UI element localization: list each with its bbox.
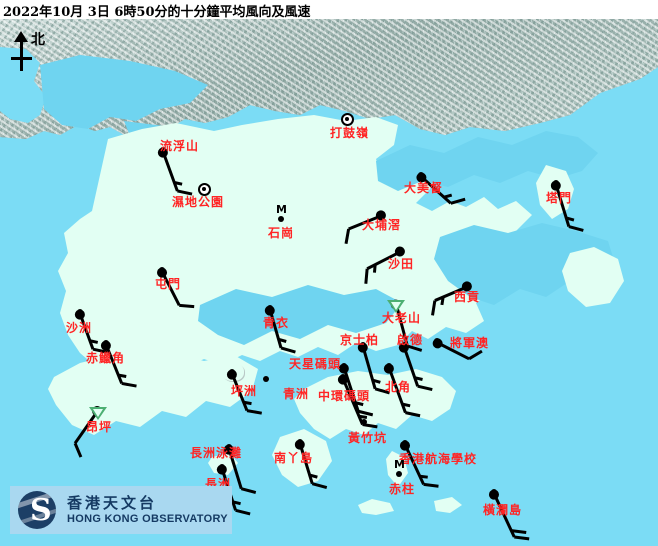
logo-s-glyph: S — [30, 493, 52, 528]
station-dot-icon — [77, 309, 83, 315]
hko-swirl-logo-icon: S — [15, 490, 61, 530]
station-dot-icon — [386, 363, 392, 369]
station-dot-icon — [297, 439, 303, 445]
station-label-tai-mei-tuk: 大美督 — [404, 181, 444, 195]
mainland-china-terrain — [0, 19, 658, 139]
station-label-ngong-ping: 昂坪 — [86, 420, 113, 434]
station-dot-icon — [267, 305, 273, 311]
logo-chinese-name: 香港天文台 — [67, 493, 158, 512]
north-arrow-shaft — [20, 37, 23, 71]
logo-circle: S — [18, 491, 56, 529]
station-dot-icon — [278, 216, 284, 222]
station-label-wetland-park: 濕地公園 — [172, 195, 225, 209]
station-label-lamma-island: 南丫島 — [274, 451, 314, 465]
station-label-tuen-mun: 屯門 — [155, 277, 182, 291]
logo-text: 香港天文台 HONG KONG OBSERVATORY — [67, 493, 228, 526]
station-dot-icon — [341, 363, 347, 369]
barb-full-flag — [514, 535, 530, 541]
barb-full-flag — [246, 409, 263, 415]
map-canvas[interactable]: 北 流浮山濕地公園 打鼓嶺 M 石崗屯門 大美督塔門大埔滘沙田西貢大老山沙洲赤鱲角 青衣京… — [0, 19, 658, 546]
station-dot-icon — [159, 267, 165, 273]
station-bullseye-icon — [197, 182, 211, 196]
station-label-sha-tin: 沙田 — [388, 257, 415, 271]
station-missing-marker: M — [394, 458, 405, 471]
north-arrow: 北 — [6, 29, 52, 73]
barb-full-flag — [311, 482, 328, 489]
station-dot-icon — [396, 471, 402, 477]
barb-full-flag — [423, 482, 439, 488]
station-dot-icon — [434, 338, 440, 344]
station-label-green-island: 青洲 — [283, 387, 310, 401]
station-label-tai-po-kau: 大埔滘 — [362, 218, 402, 232]
hko-logo: S 香港天文台 HONG KONG OBSERVATORY — [10, 486, 232, 534]
station-dot-icon — [553, 180, 559, 186]
station-label-kai-tak: 啟德 — [397, 333, 424, 347]
logo-english-name: HONG KONG OBSERVATORY — [67, 512, 228, 525]
station-label-waglan-island: 橫瀾島 — [483, 503, 523, 517]
station-label-chek-lap-kok: 赤鱲角 — [86, 351, 126, 365]
station-dot-icon — [229, 369, 235, 375]
station-dot-icon — [402, 440, 408, 446]
station-dot-icon — [418, 172, 424, 178]
station-label-tap-mun: 塔門 — [546, 191, 573, 205]
station-dot-icon — [103, 340, 109, 346]
station-label-tai-mo-shan-north: 打鼓嶺 — [330, 126, 370, 140]
station-label-sha-chau: 沙洲 — [66, 321, 93, 335]
po-toi-island — [434, 497, 462, 513]
station-dot-icon — [361, 419, 367, 425]
station-label-stanley: 赤柱 — [389, 482, 416, 496]
barb-full-flag — [450, 197, 466, 205]
station-dot-icon — [226, 444, 232, 450]
station-label-cheung-chau-beach: 長洲泳灘 — [190, 446, 243, 460]
station-missing-marker: M — [276, 203, 287, 216]
north-arrow-label: 北 — [31, 32, 46, 48]
barb-full-flag — [73, 442, 83, 458]
islet-group-east — [562, 247, 624, 307]
stanley-peninsula — [386, 451, 408, 487]
station-dot-icon — [340, 374, 346, 380]
station-label-central-pier: 中環碼頭 — [318, 389, 371, 403]
station-label-hk-sea-school: 香港航海學校 — [399, 452, 478, 466]
station-dot-icon — [160, 147, 166, 153]
station-label-kings-park: 京士柏 — [340, 333, 380, 347]
station-dot-icon — [465, 282, 471, 288]
station-label-star-ferry: 天星碼頭 — [289, 357, 342, 371]
station-label-peng-chau: 坪洲 — [231, 384, 258, 398]
station-triangle-icon — [89, 407, 107, 420]
station-label-tsing-yi: 青衣 — [263, 316, 290, 330]
station-dot-icon — [398, 247, 404, 253]
barb-full-flag — [240, 487, 257, 494]
station-dot-icon — [263, 376, 269, 382]
station-label-wong-chuk-hang: 黃竹坑 — [348, 431, 388, 445]
station-dot-icon — [379, 211, 385, 217]
station-label-sai-kung: 西貢 — [454, 290, 481, 304]
station-dot-icon — [219, 464, 225, 470]
station-dot-icon — [401, 342, 407, 348]
north-arrow-head — [14, 31, 28, 42]
station-label-tates-cairn: 大老山 — [382, 311, 422, 325]
station-triangle-icon — [387, 300, 405, 313]
station-bullseye-icon — [340, 112, 354, 126]
barb-full-flag — [468, 349, 483, 361]
islet-group-south — [358, 499, 394, 515]
station-label-lau-fau-shan: 流浮山 — [160, 139, 200, 153]
station-label-north-point: 北角 — [385, 380, 412, 394]
station-dot-icon — [491, 489, 497, 495]
station-label-tseung-kwan-o: 將軍澳 — [450, 336, 490, 350]
barb-full-flag — [235, 508, 251, 516]
page-title: 2022年10月 3日 6時50分的十分鐘平均風向及風速 — [3, 5, 311, 20]
north-arrow-crossbar — [11, 57, 32, 60]
station-dot-icon — [360, 342, 366, 348]
station-label-shek-kong: 石崗 — [268, 226, 295, 240]
